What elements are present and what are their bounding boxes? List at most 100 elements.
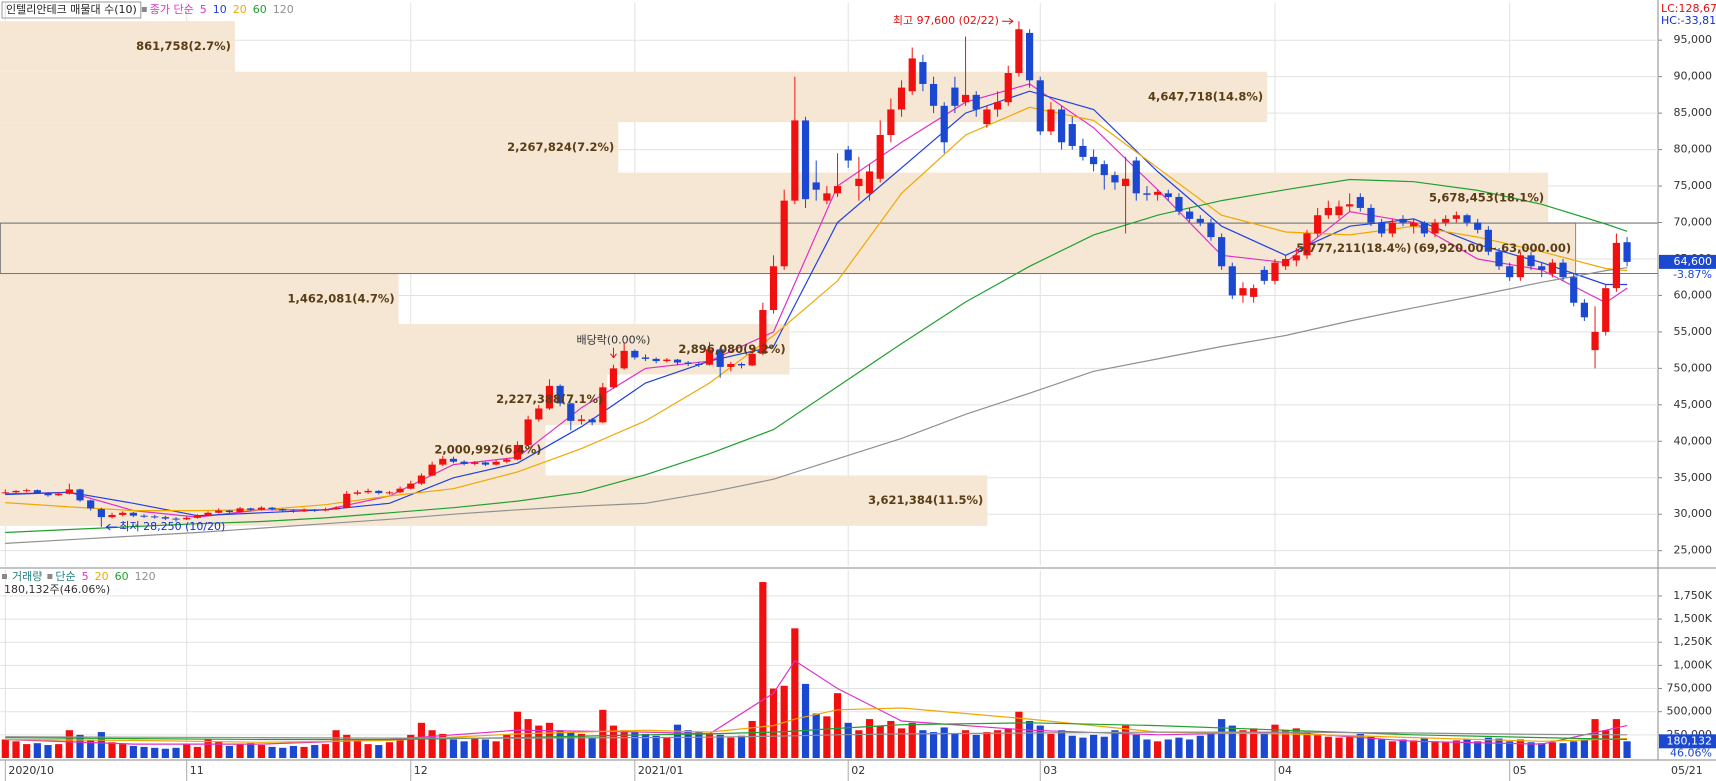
legend-label: 종가 단순 — [150, 3, 194, 16]
candle-body — [1559, 262, 1567, 278]
volume-bar — [1378, 739, 1386, 758]
candle-body — [44, 493, 52, 496]
candle-body — [236, 508, 244, 513]
volume-bar — [140, 746, 148, 758]
candle-body — [1250, 288, 1258, 297]
candle-body — [289, 510, 298, 512]
volume-bar — [33, 743, 41, 758]
volume-bar — [1314, 734, 1322, 758]
volume-bar — [364, 744, 372, 758]
candle-body — [791, 120, 799, 201]
volume-bar — [1527, 742, 1535, 758]
volume-bar — [151, 747, 159, 758]
candle-body — [55, 493, 63, 496]
profile-band — [0, 324, 790, 375]
candle-body — [1591, 331, 1599, 351]
volume-bar — [1367, 736, 1375, 758]
volume-bar — [993, 730, 1002, 758]
volume-bar — [471, 737, 479, 758]
candle-body — [1602, 288, 1610, 332]
candle-body — [140, 515, 148, 517]
candle-body — [76, 489, 84, 501]
candle-body — [1442, 218, 1450, 223]
title-box — [1, 1, 142, 19]
volume-bar — [193, 746, 201, 758]
candle-body — [215, 510, 223, 513]
volume-bar — [1004, 728, 1012, 758]
candle-body — [801, 120, 810, 200]
volume-bar — [1282, 730, 1290, 758]
candle-body — [588, 419, 596, 423]
last-volume-label: 180,132 — [1667, 734, 1713, 747]
volume-caption: 180,132주(46.06%) — [4, 583, 110, 596]
band-label: 861,758(2.7%) — [136, 39, 231, 53]
candle-body — [1474, 222, 1482, 230]
candle-body — [481, 462, 490, 465]
candle-body — [1047, 109, 1055, 132]
volume-bar — [588, 737, 596, 758]
candle-body — [97, 509, 105, 518]
volume-bar — [23, 744, 31, 758]
x-tick-label: 2021/01 — [638, 764, 684, 777]
candle-body — [1164, 193, 1172, 197]
candle-body — [577, 419, 586, 421]
volume-bar — [983, 732, 991, 758]
volume-bar — [1025, 720, 1034, 758]
volume-bar — [1292, 728, 1300, 758]
band-label: 5,678,453(18.1%) — [1429, 190, 1544, 204]
candle-body — [471, 462, 479, 464]
candle-body — [1580, 302, 1588, 318]
candle-body — [663, 359, 671, 362]
profile-band — [0, 273, 399, 325]
volume-bar — [1100, 736, 1108, 758]
volume-bar — [1079, 737, 1087, 758]
volume-bar — [801, 683, 810, 758]
volume-bar — [1218, 719, 1226, 758]
legend-label: 20 — [95, 570, 109, 583]
volume-bar — [439, 733, 447, 758]
candle-body — [972, 94, 980, 110]
candle-body — [940, 105, 948, 143]
candle-body — [12, 490, 20, 493]
candle-body — [343, 493, 351, 508]
candle-body — [1122, 178, 1130, 187]
annotation-arrow — [105, 523, 118, 531]
volume-bar — [887, 720, 895, 758]
legend-label: 5 — [82, 570, 89, 583]
last-volume-box — [1659, 734, 1716, 749]
candle-body — [1506, 266, 1514, 278]
y-tick-label: 1,250K — [1673, 635, 1712, 648]
candle-body — [983, 109, 991, 125]
volume-bar — [577, 733, 586, 758]
volume-bar — [428, 730, 436, 758]
candle-body — [1175, 196, 1183, 212]
volume-bar — [1207, 732, 1215, 758]
candle-body — [1495, 251, 1503, 267]
volume-bar — [1143, 739, 1151, 758]
candle-body — [129, 512, 137, 516]
candle-body — [1057, 109, 1066, 143]
volume-bar — [684, 730, 692, 758]
volume-bar — [652, 735, 660, 758]
volume-bar — [1570, 741, 1578, 758]
candle-body — [385, 492, 394, 494]
legend-label: 인텔리안테크 매물대 수(10) — [6, 3, 137, 16]
candle-body — [119, 512, 127, 515]
candle-body — [599, 387, 607, 423]
ma-line — [5, 178, 1628, 534]
volume-bar — [1388, 741, 1396, 758]
volume-bar — [279, 747, 287, 758]
candle-body — [1292, 255, 1300, 261]
candle-body — [631, 350, 639, 358]
volume-bar — [1250, 728, 1258, 758]
volume-bar — [1420, 738, 1428, 758]
candle-body — [279, 509, 287, 511]
candle-body — [1527, 255, 1535, 267]
band-label: 2,227,388(7.1%) — [496, 392, 603, 406]
volume-bar — [1239, 730, 1247, 758]
volume-bar — [1538, 743, 1546, 758]
candle-body — [492, 461, 500, 465]
volume-bar — [236, 744, 244, 758]
legend-label: 5 — [200, 3, 207, 16]
volume-bar — [876, 725, 884, 758]
